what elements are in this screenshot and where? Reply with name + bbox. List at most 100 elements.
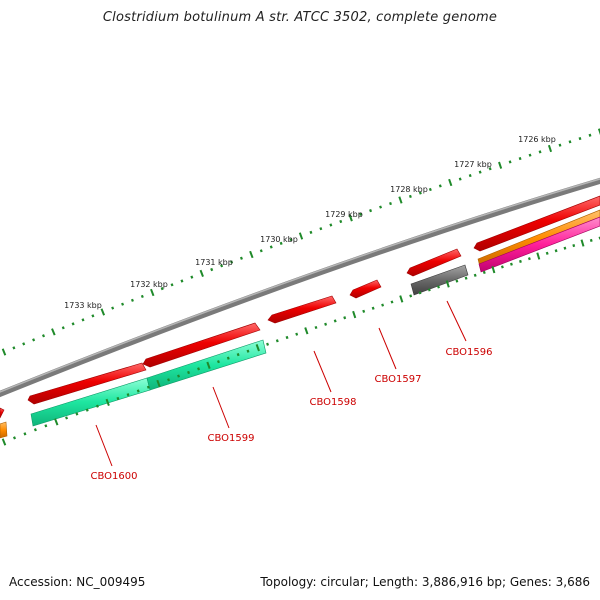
gene-labels: CBO1596 CBO1597 CBO1598 CBO1599 CBO1600 [91,347,493,482]
gene-label-cbo1600[interactable]: CBO1600 [91,471,138,482]
outer-minor-tick [428,187,432,192]
outer-minor-tick [71,322,75,326]
outer-minor-tick [61,326,65,330]
inner-major-tick [206,361,211,369]
inner-minor-tick [95,404,99,408]
outer-minor-tick [369,209,373,213]
outer-major-tick [1,348,7,356]
gene-feature-cbo1596[interactable] [406,248,462,277]
inner-minor-tick [482,270,486,275]
inner-minor-tick [500,265,504,269]
inner-minor-tick [455,279,459,283]
inner-minor-tick [197,367,201,371]
gene-label-cbo1599[interactable]: CBO1599 [208,433,255,444]
inner-minor-tick [146,385,150,389]
outer-minor-tick [418,191,422,195]
gene-feature-cbo1597[interactable] [349,279,382,299]
inner-minor-tick [187,370,191,375]
scale-label: 1730 kbp [260,235,298,244]
pseudogene-feature[interactable] [410,264,469,296]
outer-major-tick [249,250,254,259]
outer-minor-tick [220,264,224,268]
gene-label-cbo1597[interactable]: CBO1597 [375,374,422,385]
inner-minor-tick [510,262,513,266]
scale-label: 1731 kbp [195,258,233,267]
outer-minor-tick [508,160,512,164]
outer-minor-tick [578,136,582,141]
outer-tick-track [1,128,600,356]
inner-minor-tick [464,276,468,280]
orange-feature-left-edge[interactable] [0,421,8,439]
inner-minor-tick [167,378,171,382]
gene-track [0,195,600,419]
inner-minor-tick [572,244,576,248]
inner-major-tick [304,327,309,335]
outer-major-tick [398,196,403,204]
outer-major-tick [199,269,204,277]
inner-major-tick [255,344,260,352]
inner-minor-tick [343,316,347,320]
genome-summary: Topology: circular; Length: 3,886,916 bp… [260,575,590,589]
inner-minor-tick [418,291,422,295]
inner-minor-tick [295,332,299,336]
outer-minor-tick [170,283,174,287]
outer-minor-tick [359,212,363,216]
outer-minor-tick [518,156,522,161]
inner-minor-tick [381,303,385,307]
inner-minor-tick [314,325,318,330]
inner-minor-tick [427,288,431,292]
inner-major-tick [105,398,110,406]
outer-minor-tick [538,150,542,154]
scale-label: 1733 kbp [64,301,102,310]
inner-minor-tick [65,416,69,420]
outer-major-tick [51,328,56,336]
gene-feature-left-edge[interactable] [0,407,5,419]
inner-minor-tick [519,259,522,263]
gene-feature-cbo1598[interactable] [267,295,337,324]
inner-minor-tick [85,408,89,412]
inner-major-tick [399,295,404,303]
outer-minor-tick [12,346,16,350]
outer-minor-tick [319,227,323,231]
scale-label: 1727 kbp [454,160,492,169]
gene-feature-cbo1600[interactable] [27,362,147,405]
scale-label: 1726 kbp [518,135,556,144]
outer-minor-tick [468,174,472,178]
outer-minor-tick [32,338,36,342]
inner-minor-tick [554,249,558,253]
gene-label-cbo1598[interactable]: CBO1598 [310,397,357,408]
gene-feature-cbo1599[interactable] [142,322,261,368]
pink-feature[interactable] [478,216,600,273]
gene-feature-next[interactable] [473,195,600,252]
inner-major-tick [352,310,357,319]
inner-minor-tick [12,436,17,440]
inner-major-tick [445,280,450,288]
inner-minor-tick [333,319,337,323]
inner-minor-tick [126,393,130,397]
outer-minor-tick [210,267,214,272]
inner-minor-tick [226,356,230,360]
scale-label: 1728 kbp [390,185,428,194]
outer-minor-tick [230,260,234,264]
cds-track [30,339,267,427]
genome-backbone-highlight [0,178,600,393]
inner-minor-tick [33,428,37,432]
outer-minor-tick [239,256,243,260]
inner-minor-tick [371,306,375,310]
outer-minor-tick [269,245,273,249]
outer-major-tick [348,214,353,222]
outer-minor-tick [91,314,95,318]
outer-minor-tick [588,133,592,137]
inner-major-tick [536,252,541,260]
outer-minor-tick [41,334,46,338]
inner-minor-tick [545,251,549,255]
outer-major-tick [100,308,106,316]
outer-minor-tick [160,287,164,291]
gene-label-cbo1596[interactable]: CBO1596 [446,347,493,358]
outer-minor-tick [558,143,562,147]
leader-line-cbo1597 [378,327,397,370]
inner-minor-tick [589,238,593,242]
leader-line-cbo1599 [212,386,230,429]
leader-line-cbo1598 [313,350,332,393]
inner-minor-tick [216,360,220,364]
